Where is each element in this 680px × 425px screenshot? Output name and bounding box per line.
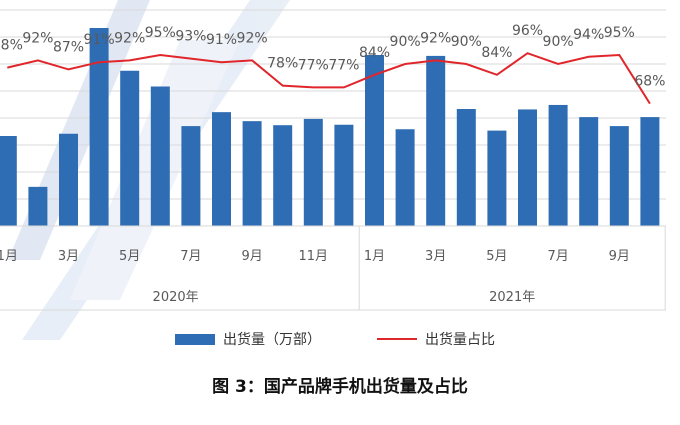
line-data-label: 84% (481, 45, 512, 61)
bar (303, 118, 323, 226)
bar (518, 109, 537, 226)
bar (59, 133, 78, 226)
gridlines (0, 9, 666, 200)
bar (456, 109, 476, 226)
bar (365, 55, 384, 226)
bar (212, 112, 231, 226)
line-data-label: 84% (359, 45, 390, 61)
legend-bar-swatch (175, 333, 215, 345)
line-series (7, 52, 651, 105)
line-data-label: 92% (22, 30, 53, 46)
x-group-label: 2021年 (489, 290, 535, 305)
line-data-label: 93% (175, 29, 206, 45)
legend-line-swatch (377, 338, 417, 340)
legend-item-line: 出货量占比 (377, 329, 495, 349)
x-tick-label: 11月 (299, 249, 329, 264)
x-group-label: 2020年 (153, 290, 199, 305)
bar (89, 28, 109, 226)
line-data-label: 95% (145, 25, 176, 41)
line-data-label: 91% (206, 32, 237, 48)
x-tick-label: 7月 (547, 249, 568, 264)
line-data-label: 90% (390, 34, 421, 50)
x-tick-label: 3月 (425, 249, 446, 264)
x-tick-label: 5月 (486, 249, 507, 264)
bar (120, 70, 140, 226)
x-tick-label: 7月 (180, 249, 201, 264)
x-tick-label: 5月 (119, 249, 140, 264)
line-data-labels: 88%92%87%91%92%95%93%91%92%78%77%77%84%9… (0, 23, 665, 89)
line-data-label: 95% (604, 25, 635, 41)
bar-series (0, 28, 660, 227)
x-tick-label: 1月 (364, 249, 385, 264)
x-axis: 1月 3月 5月 7月 9月 11月 1月 3月 5月 7月 9月 2020年 2021年 (0, 225, 666, 311)
bar (273, 125, 293, 226)
x-tick-label: 1月 (0, 249, 18, 264)
bar (579, 117, 599, 226)
line-data-label: 96% (512, 23, 543, 39)
line-data-label: 88% (0, 38, 23, 54)
line-data-label: 91% (84, 32, 115, 48)
line-data-label: 94% (573, 27, 604, 43)
bar (0, 136, 17, 226)
line-data-label: 90% (451, 34, 482, 50)
line-data-label: 87% (53, 39, 84, 55)
bar (640, 117, 660, 226)
line-data-label: 68% (634, 74, 665, 90)
bar (426, 55, 446, 227)
bar (242, 121, 262, 226)
x-tick-label: 9月 (609, 249, 630, 264)
line-path (7, 52, 651, 105)
line-data-label: 92% (237, 30, 268, 46)
bar (609, 126, 629, 226)
line-data-label: 92% (114, 30, 145, 46)
legend-bar-label: 出货量（万部） (223, 332, 321, 348)
x-tick-label: 3月 (58, 249, 79, 264)
bar (181, 126, 201, 226)
x-tick-label: 9月 (241, 249, 262, 264)
line-data-label: 90% (543, 34, 574, 50)
line-data-label: 77% (328, 57, 359, 73)
bar (487, 130, 507, 226)
bar (150, 86, 170, 226)
bar (334, 124, 354, 226)
line-data-label: 77% (298, 57, 329, 73)
legend-line-label: 出货量占比 (425, 332, 495, 348)
line-data-label: 78% (267, 56, 298, 72)
legend-item-bar: 出货量（万部） (175, 329, 321, 349)
line-data-label: 92% (420, 30, 451, 46)
bar (395, 129, 415, 226)
figure-caption: 图 3：国产品牌手机出货量及占比 (212, 377, 468, 397)
bar (548, 104, 568, 226)
legend: 出货量（万部） 出货量占比 (175, 328, 551, 350)
bar (28, 186, 48, 226)
